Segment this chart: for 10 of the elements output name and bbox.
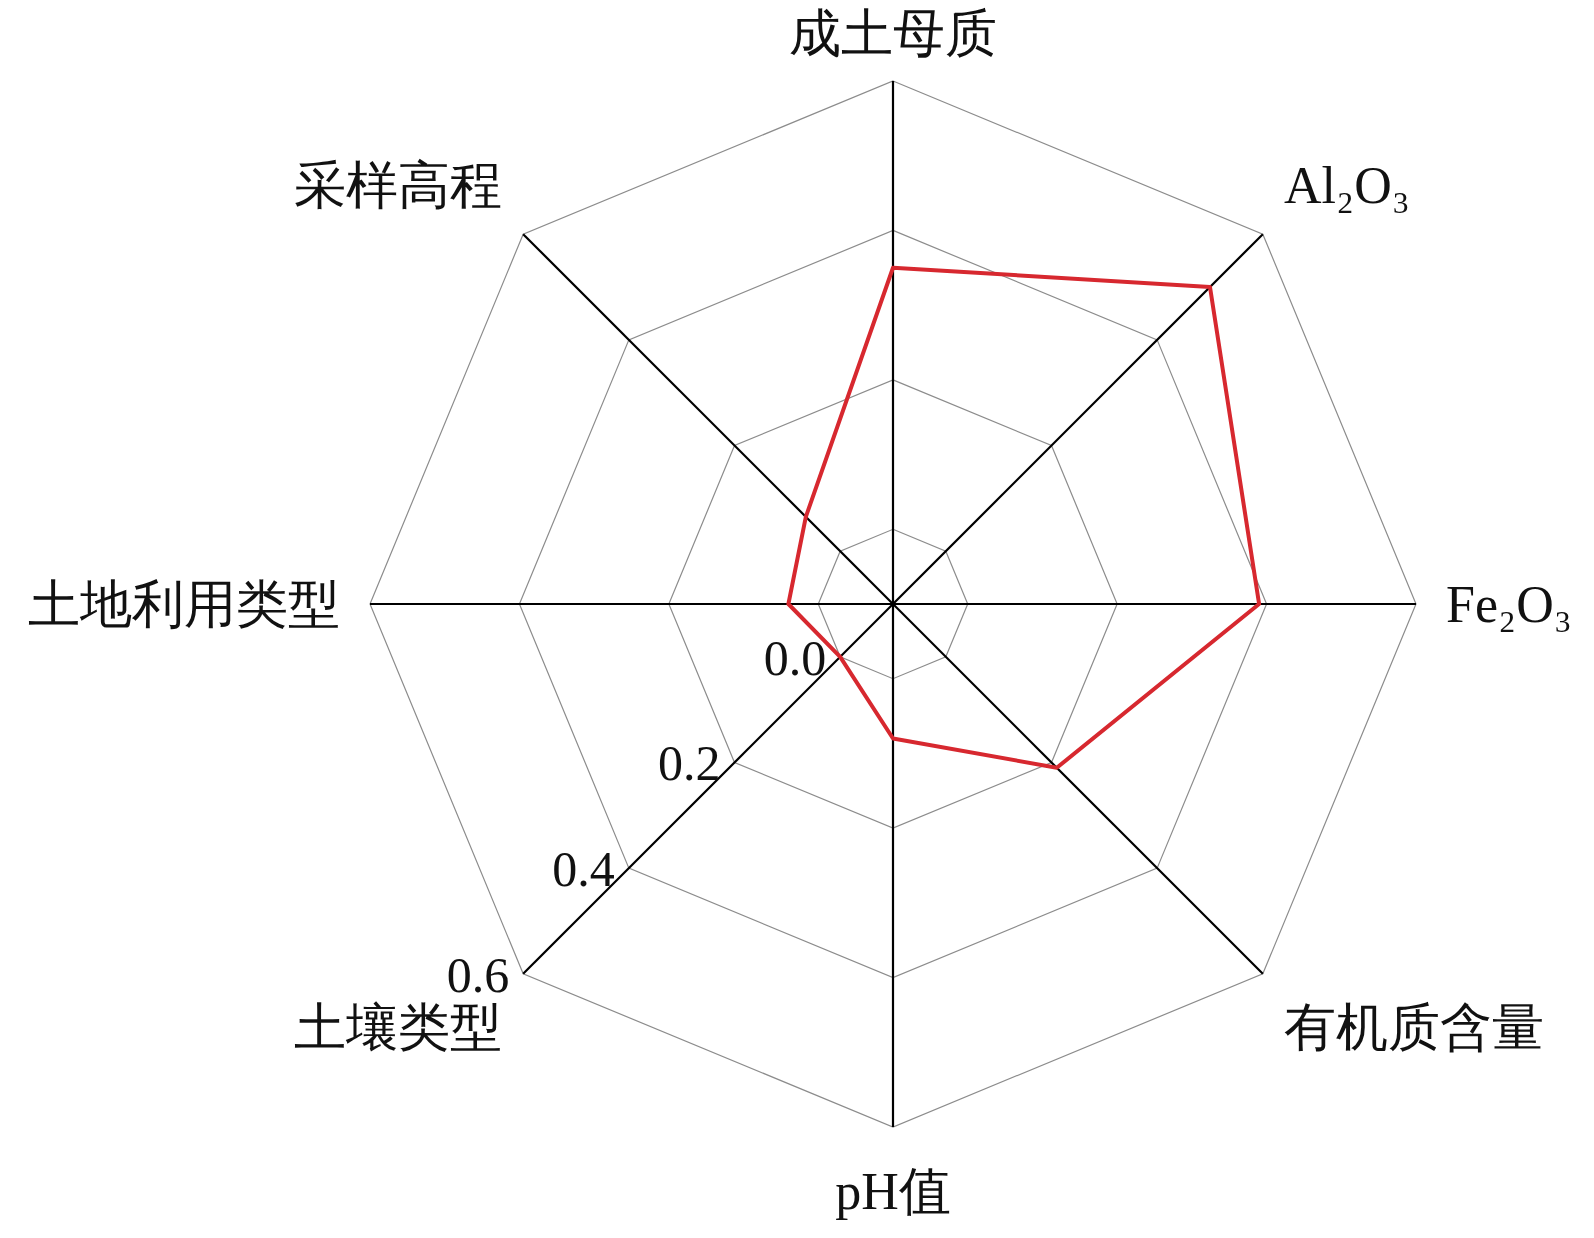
spoke-label: pH值 <box>835 1163 951 1220</box>
y-tick-label: 0.2 <box>658 735 721 792</box>
spoke-label: Fe₂O₃ <box>1446 576 1572 633</box>
y-tick-label: 0.4 <box>552 841 615 898</box>
y-tick-label: 0.0 <box>763 629 827 686</box>
spoke-label: 有机质含量 <box>1284 999 1545 1057</box>
spoke-label: Al₂O₃ <box>1284 156 1410 214</box>
spoke-label: 成土母质 <box>789 5 997 62</box>
spoke-label: 土地利用类型 <box>28 576 340 633</box>
spoke-label: 采样高程 <box>293 156 502 214</box>
